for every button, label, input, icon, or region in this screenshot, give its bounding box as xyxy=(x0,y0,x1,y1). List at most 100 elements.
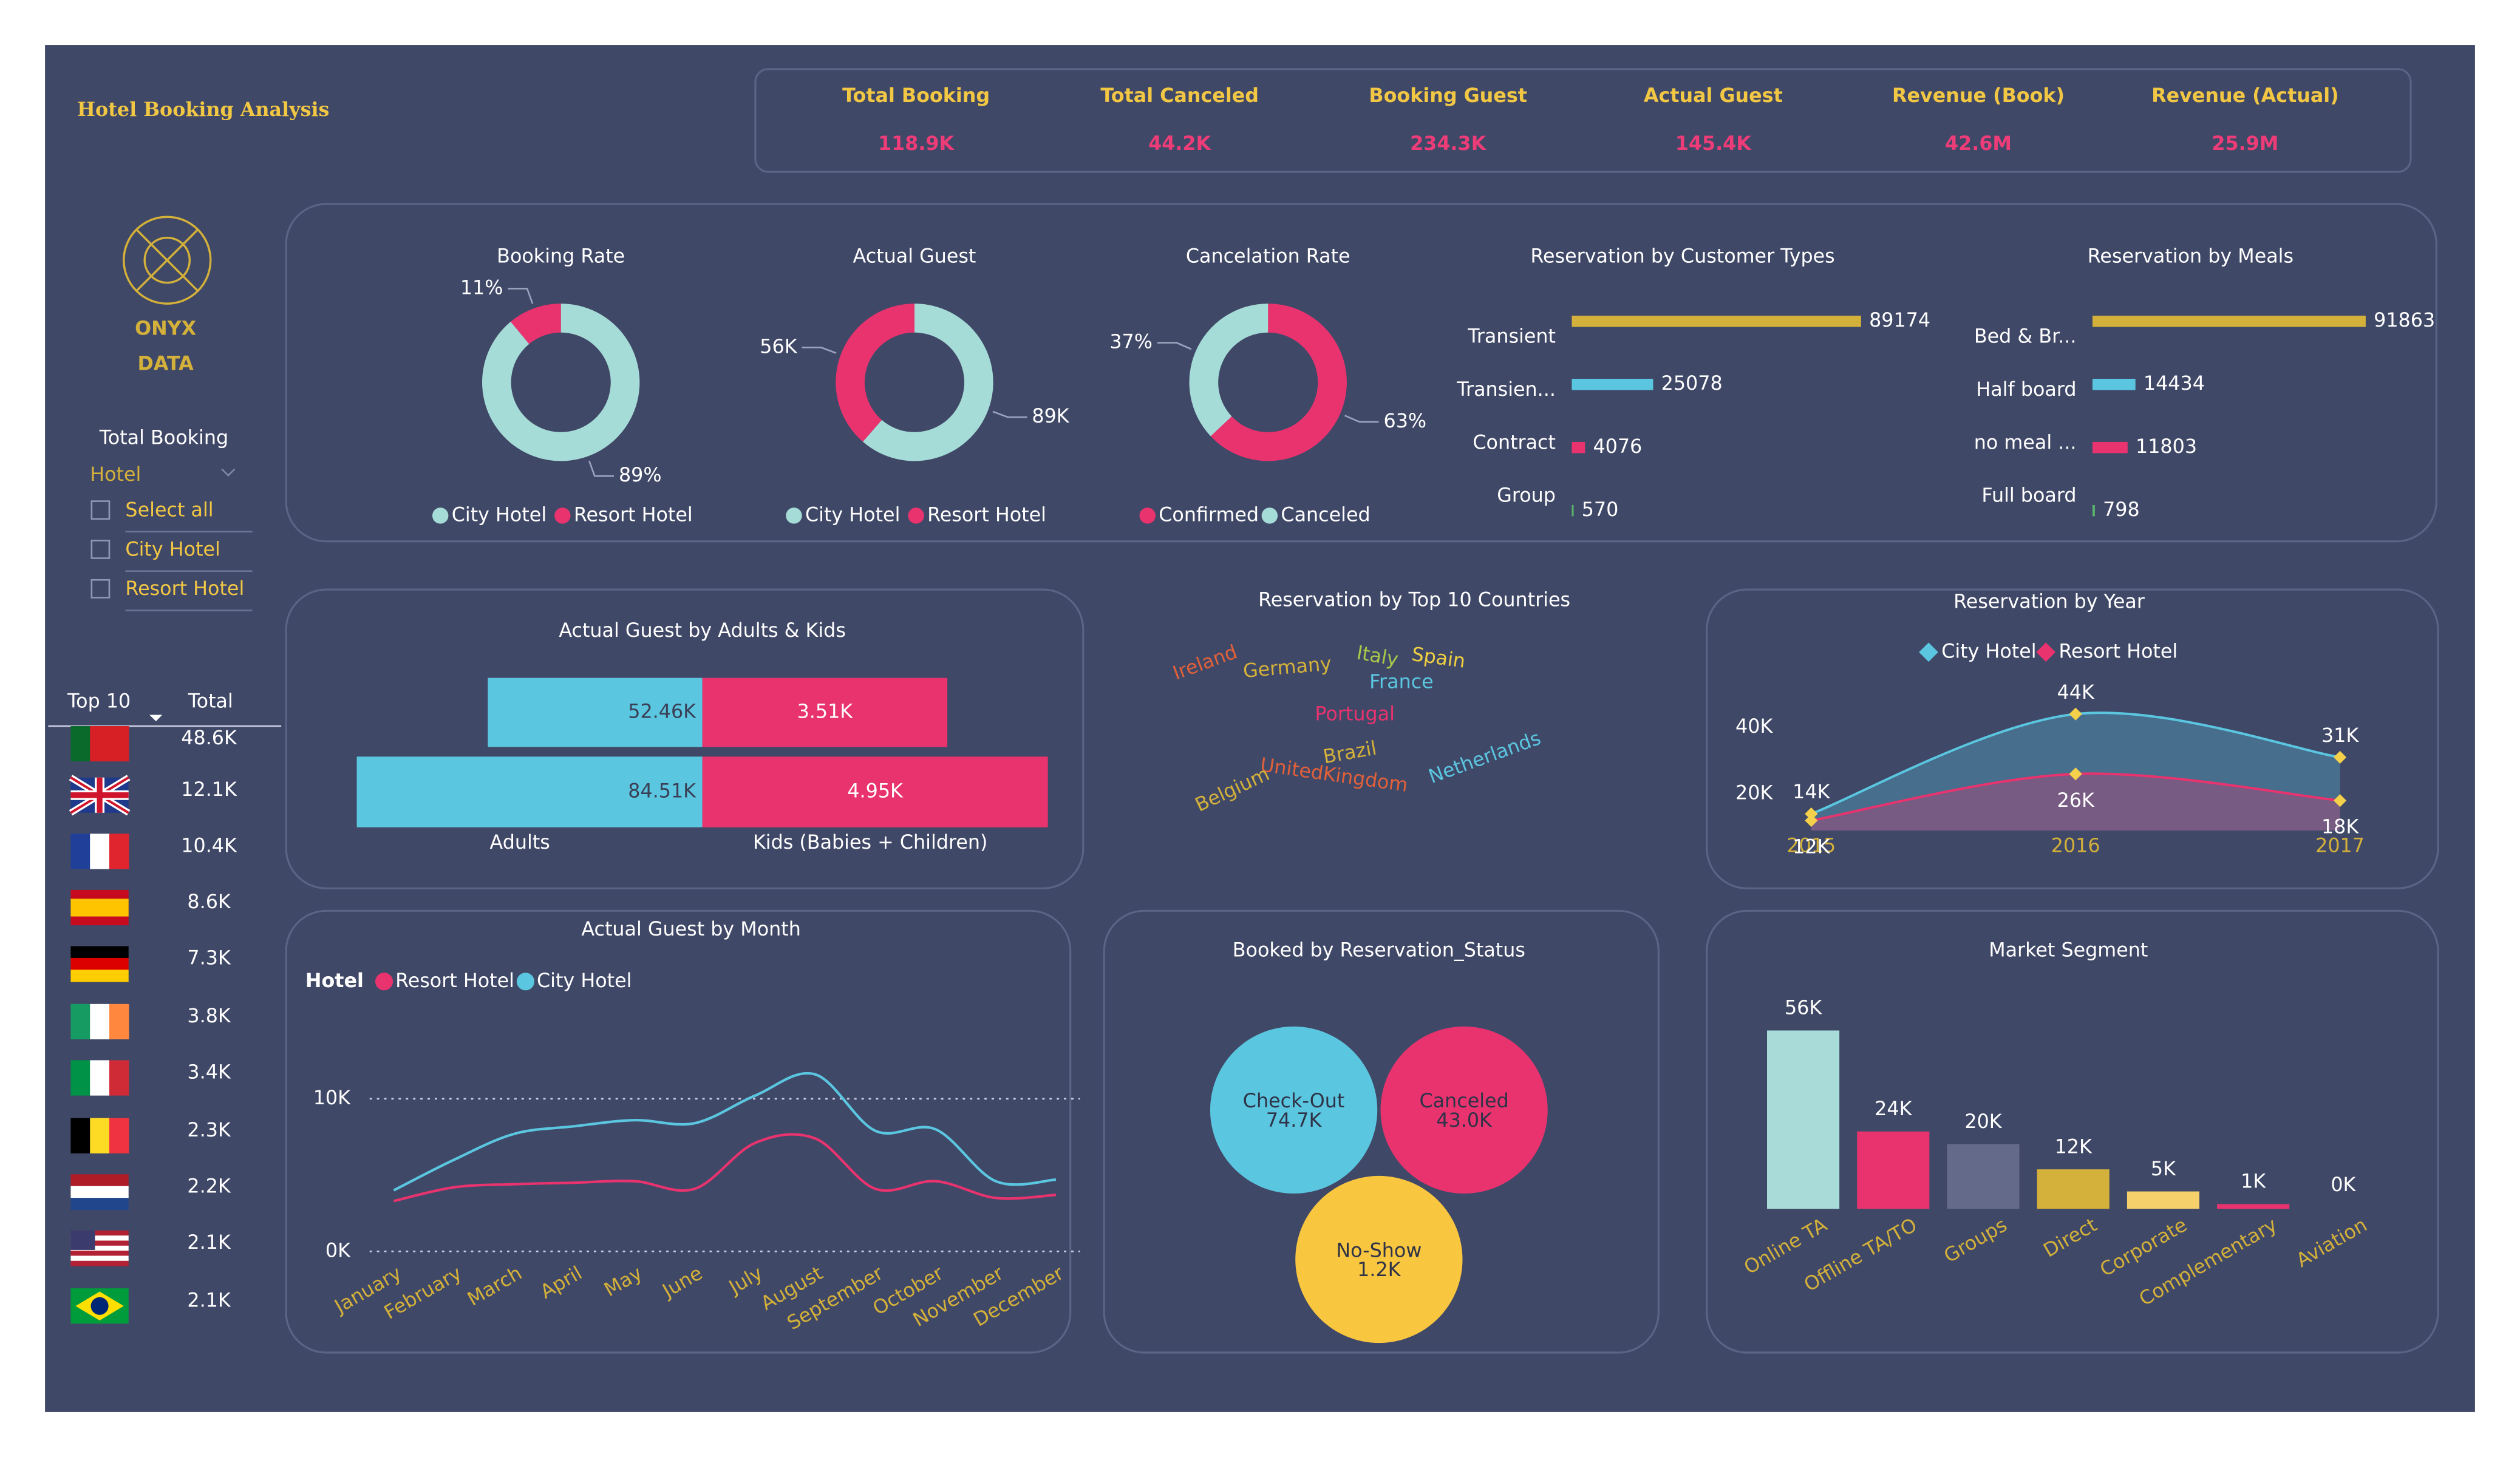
dashboard-title: Hotel Booking Analysis xyxy=(77,98,329,121)
x-tick-label: 2015 xyxy=(1786,835,1836,857)
legend-label: City Hotel xyxy=(805,504,900,526)
data-label: 91863 xyxy=(2374,310,2435,331)
bar xyxy=(2217,1204,2290,1209)
table-cell: 10.4K xyxy=(181,835,237,857)
legend-title: Hotel xyxy=(305,970,364,992)
slicer-option[interactable]: Select all xyxy=(125,499,213,521)
bar xyxy=(1572,441,1585,453)
category-label: no meal ... xyxy=(1974,432,2077,453)
bar xyxy=(1572,504,1574,517)
checkbox xyxy=(90,579,111,599)
bar xyxy=(2092,378,2136,390)
x-tick-label: 2017 xyxy=(2315,835,2365,857)
donut-slice xyxy=(482,304,640,461)
leader-line xyxy=(588,460,615,477)
legend-label: City Hotel xyxy=(1941,640,2036,662)
category-label: Contract xyxy=(1473,432,1556,453)
flag xyxy=(70,1174,129,1187)
flag xyxy=(70,1060,91,1096)
slicer-field: Hotel xyxy=(90,464,141,486)
flag xyxy=(70,1235,129,1241)
legend-label: City Hotel xyxy=(537,970,632,992)
marker xyxy=(2069,707,2082,721)
donut-slice xyxy=(836,304,914,442)
chart-title: Market Segment xyxy=(1989,939,2148,961)
y-tick-label: 0K xyxy=(325,1240,351,1262)
kpi-value: 118.9K xyxy=(878,133,955,155)
flag xyxy=(70,970,129,982)
chart-title: Booked by Reservation_Status xyxy=(1233,939,1525,961)
flag xyxy=(109,834,129,869)
flag xyxy=(70,1230,95,1250)
bar xyxy=(1572,378,1653,390)
legend-marker xyxy=(1139,508,1156,524)
flag xyxy=(90,834,110,869)
donut-slice xyxy=(1189,304,1269,436)
data-label: 4.95K xyxy=(847,781,904,803)
flag xyxy=(70,1186,129,1198)
kpi-label: Total Booking xyxy=(842,85,990,107)
flag xyxy=(70,1230,129,1236)
flag xyxy=(90,1118,110,1153)
data-label: 25078 xyxy=(1661,373,1723,395)
legend-label: Resort Hotel xyxy=(2059,640,2178,662)
data-label: 12K xyxy=(1793,837,1830,858)
chart-title: Reservation by Year xyxy=(1953,591,2145,613)
chart-title: Actual Guest by Adults & Kids xyxy=(559,620,846,642)
slicer-option[interactable]: Resort Hotel xyxy=(125,578,244,600)
table-cell: 2.3K xyxy=(187,1119,231,1141)
flag xyxy=(70,726,91,762)
leader-line xyxy=(1344,415,1379,423)
flag xyxy=(70,898,129,917)
flag xyxy=(90,726,110,762)
data-label: 5K xyxy=(2151,1158,2176,1180)
kpi-label: Revenue (Actual) xyxy=(2151,85,2339,107)
leader-line xyxy=(1157,342,1192,350)
table-cell: 2.2K xyxy=(187,1175,231,1197)
legend-label: Resort Hotel xyxy=(395,970,514,992)
data-label: 44K xyxy=(2057,682,2095,704)
flag xyxy=(90,1060,110,1096)
kpi-label: Revenue (Book) xyxy=(1892,85,2065,107)
slicer-option[interactable]: City Hotel xyxy=(125,538,220,560)
panel xyxy=(285,588,1085,889)
flag xyxy=(70,1251,129,1257)
bar xyxy=(2092,315,2366,327)
donut-slice xyxy=(511,304,561,344)
category-label: Group xyxy=(1497,485,1556,507)
panel xyxy=(1706,588,2439,889)
bar xyxy=(1857,1131,1930,1209)
data-label: 20K xyxy=(1964,1111,2002,1133)
flag xyxy=(70,1198,129,1211)
data-label: 84.51K xyxy=(628,781,696,803)
data-label: 24K xyxy=(1875,1098,1912,1120)
flag xyxy=(90,1004,110,1040)
area xyxy=(1811,773,2340,831)
flag xyxy=(70,957,129,971)
bar xyxy=(2092,504,2095,517)
chart-title: Reservation by Meals xyxy=(2088,245,2294,267)
logo-text: DATA xyxy=(137,353,194,375)
flag xyxy=(109,726,129,762)
flag xyxy=(109,1004,129,1040)
marker xyxy=(1805,807,1818,821)
sort-icon xyxy=(149,715,163,722)
table-cell: 12.1K xyxy=(181,779,237,801)
data-label: 1.2K xyxy=(1357,1259,1401,1281)
data-label: 1K xyxy=(2241,1171,2266,1193)
legend-marker xyxy=(554,508,571,524)
data-label: 56K xyxy=(760,336,797,358)
data-label: 74.7K xyxy=(1266,1110,1323,1132)
flag xyxy=(70,1260,129,1266)
bar xyxy=(488,678,703,747)
leader-line xyxy=(992,410,1027,418)
bubble-label: Check-Out xyxy=(1243,1090,1345,1112)
panel xyxy=(285,203,2437,543)
bar xyxy=(702,678,948,747)
bar xyxy=(356,756,703,827)
legend-label: Resort Hotel xyxy=(574,504,693,526)
panel xyxy=(285,909,1072,1354)
data-label: 37% xyxy=(1109,331,1153,353)
kpi-label: Actual Guest xyxy=(1644,85,1783,107)
